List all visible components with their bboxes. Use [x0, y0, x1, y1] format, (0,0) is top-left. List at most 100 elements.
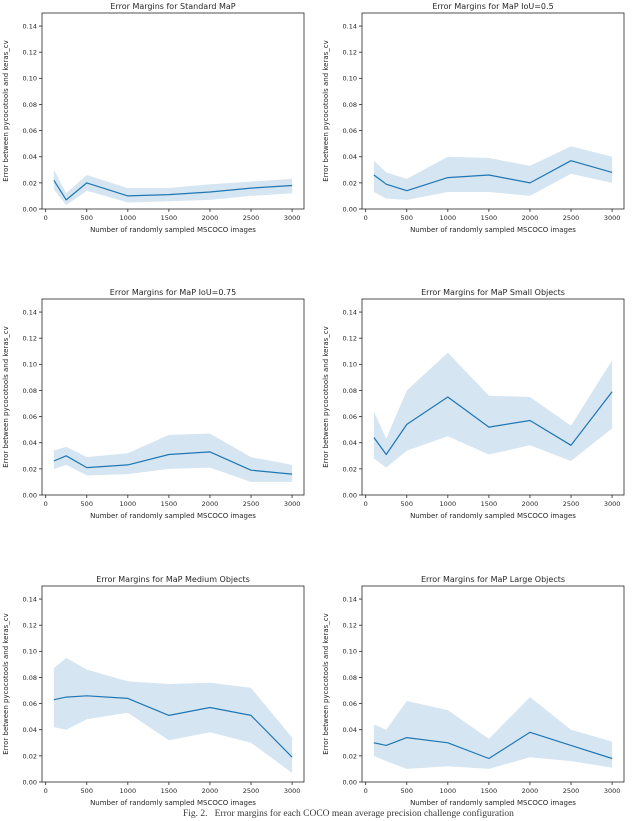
y-tick-label: 0.10	[23, 648, 37, 656]
chart-title: Error Margins for MaP Large Objects	[421, 575, 565, 584]
line-chart-canvas: 0 500 1000 1500 2000 2500 3000 0.00 0.02 0.04 0.06…	[322, 575, 625, 807]
error-line	[373, 731, 613, 760]
x-axis-label: Number of randomly sampled MSCOCO images	[410, 799, 576, 807]
axes-frame	[361, 12, 625, 210]
error-line	[373, 391, 613, 456]
x-tick-label: 2500	[243, 214, 260, 222]
y-tick-label: 0.14	[23, 22, 37, 30]
line-chart-canvas: 0 500 1000 1500 2000 2500 3000 0.00 0.02 0.04 0.06…	[2, 2, 305, 234]
x-tick-label: 2000	[202, 500, 219, 508]
confidence-band	[373, 146, 613, 200]
y-tick-label: 0.12	[23, 49, 37, 57]
x-axis-label: Number of randomly sampled MSCOCO images	[90, 512, 256, 520]
y-tick-label: 0.10	[343, 648, 357, 656]
y-tick-label: 0.00	[343, 205, 357, 213]
x-tick-label: 1500	[481, 787, 498, 795]
chart-map-medium-objects: 0 500 1000 1500 2000 2500 3000 0.00 0.02 0.04 0.06…	[0, 573, 320, 813]
x-tick-label: 2500	[563, 214, 580, 222]
x-tick-label: 0	[364, 214, 368, 222]
x-tick-label: 500	[401, 500, 413, 508]
confidence-band	[373, 352, 613, 468]
x-tick-label: 3000	[604, 500, 621, 508]
x-tick-label: 1500	[161, 214, 178, 222]
x-tick-label: 2000	[202, 214, 219, 222]
y-tick-label: 0.04	[343, 439, 357, 447]
x-axis-label: Number of randomly sampled MSCOCO images	[410, 226, 576, 234]
y-tick-label: 0.10	[23, 75, 37, 83]
y-axis-label: Error between pycocotools and keras_cv	[322, 40, 330, 182]
x-tick-label: 3000	[284, 214, 301, 222]
y-tick-label: 0.06	[343, 700, 357, 708]
x-tick-label: 1500	[481, 500, 498, 508]
y-tick-label: 0.06	[23, 413, 37, 421]
line-chart-canvas: 0 500 1000 1500 2000 2500 3000 0.00 0.02 0.04 0.06…	[2, 575, 305, 807]
y-axis-label: Error between pycocotools and keras_cv	[322, 613, 330, 755]
y-tick-label: 0.06	[23, 700, 37, 708]
x-tick-label: 500	[81, 500, 93, 508]
x-tick-label: 0	[44, 500, 48, 508]
y-tick-label: 0.10	[343, 75, 357, 83]
x-tick-label: 500	[81, 214, 93, 222]
y-tick-label: 0.14	[23, 595, 37, 603]
y-tick-label: 0.02	[343, 179, 357, 187]
y-tick-label: 0.02	[23, 179, 37, 187]
y-tick-label: 0.06	[23, 127, 37, 135]
y-tick-label: 0.08	[343, 674, 357, 682]
y-tick-label: 0.04	[23, 439, 37, 447]
y-axis-label: Error between pycocotools and keras_cv	[2, 326, 10, 468]
y-tick-label: 0.02	[343, 752, 357, 760]
y-tick-label: 0.10	[343, 361, 357, 369]
x-tick-label: 3000	[284, 787, 301, 795]
x-tick-label: 0	[364, 787, 368, 795]
chart-map-iou-0-75: 0 500 1000 1500 2000 2500 3000 0.00 0.02 0.04 0.06…	[0, 286, 320, 526]
y-tick-label: 0.02	[23, 465, 37, 473]
x-tick-label: 3000	[604, 787, 621, 795]
x-tick-label: 2000	[522, 500, 539, 508]
x-axis-label: Number of randomly sampled MSCOCO images	[90, 799, 256, 807]
x-tick-label: 0	[44, 787, 48, 795]
y-tick-label: 0.14	[343, 308, 357, 316]
y-tick-label: 0.00	[23, 205, 37, 213]
axes-frame	[41, 298, 305, 496]
axes-frame	[41, 585, 305, 783]
chart-title: Error Margins for MaP IoU=0.5	[432, 2, 553, 11]
x-tick-label: 2000	[522, 787, 539, 795]
x-tick-label: 500	[81, 787, 93, 795]
confidence-band	[53, 169, 293, 206]
error-line	[53, 695, 293, 758]
y-tick-label: 0.00	[343, 778, 357, 786]
chart-title: Error Margins for MaP Medium Objects	[96, 575, 250, 584]
y-tick-label: 0.08	[343, 387, 357, 395]
x-tick-label: 2000	[522, 214, 539, 222]
x-tick-label: 2500	[243, 787, 260, 795]
x-tick-label: 1000	[120, 214, 137, 222]
axes-frame	[361, 298, 625, 496]
axes-frame	[41, 12, 305, 210]
chart-title: Error Margins for MaP IoU=0.75	[110, 288, 236, 297]
y-tick-label: 0.04	[343, 726, 357, 734]
x-tick-label: 500	[401, 787, 413, 795]
confidence-band	[373, 697, 613, 769]
y-tick-label: 0.12	[343, 622, 357, 630]
x-tick-label: 3000	[284, 500, 301, 508]
y-axis-label: Error between pycocotools and keras_cv	[2, 40, 10, 182]
chart-map-iou-0-5: 0 500 1000 1500 2000 2500 3000 0.00 0.02 0.04 0.06…	[320, 0, 640, 240]
x-tick-label: 0	[364, 500, 368, 508]
y-tick-label: 0.00	[343, 491, 357, 499]
y-tick-label: 0.12	[343, 335, 357, 343]
x-tick-label: 2500	[243, 500, 260, 508]
x-tick-label: 1000	[440, 500, 457, 508]
chart-standard-map: 0 500 1000 1500 2000 2500 3000 0.00 0.02 0.04 0.06…	[0, 0, 320, 240]
error-line	[373, 160, 613, 192]
x-tick-label: 1500	[161, 500, 178, 508]
x-tick-label: 1000	[120, 787, 137, 795]
y-tick-label: 0.12	[23, 622, 37, 630]
y-tick-label: 0.04	[343, 153, 357, 161]
x-tick-label: 0	[44, 214, 48, 222]
error-line	[53, 179, 293, 201]
error-line	[53, 451, 293, 475]
x-tick-label: 3000	[604, 214, 621, 222]
y-tick-label: 0.06	[343, 413, 357, 421]
y-tick-label: 0.00	[23, 778, 37, 786]
